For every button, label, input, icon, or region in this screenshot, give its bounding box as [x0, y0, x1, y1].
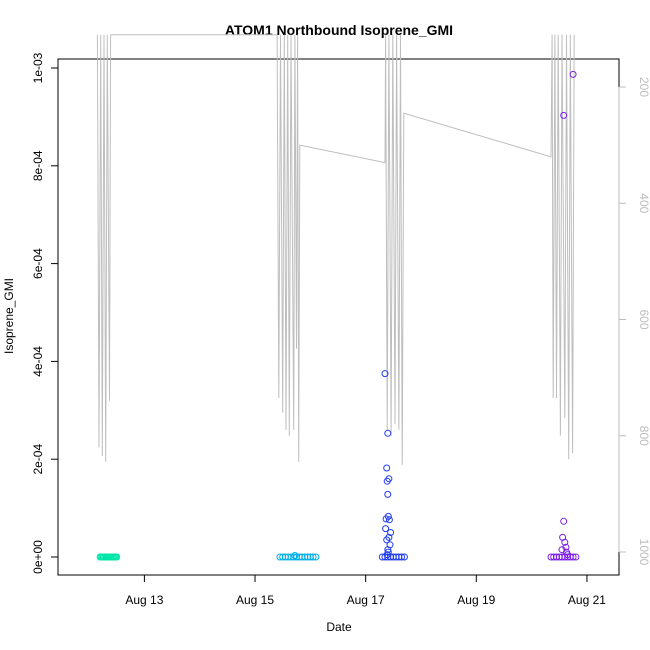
y-tick-label: 0e+00	[31, 540, 45, 574]
y-right-tick-label: 200	[637, 77, 650, 97]
x-tick-label: Aug 13	[125, 593, 163, 607]
chart-title: ATOM1 Northbound Isoprene_GMI	[225, 22, 453, 38]
y-right-tick-label: 400	[637, 193, 650, 213]
x-axis: Aug 13 Aug 15 Aug 17 Aug 19 Aug 21	[125, 574, 606, 607]
y-axis: 0e+00 2e-04 4e-04 6e-04 8e-04 1e-03	[31, 52, 58, 574]
data-point	[572, 553, 580, 561]
data-point	[383, 477, 391, 485]
series-line	[96, 34, 575, 465]
data-point	[561, 538, 569, 546]
y-tick-label: 4e-04	[31, 346, 45, 377]
data-point	[291, 552, 299, 559]
data-point	[309, 553, 317, 561]
data-point	[560, 111, 568, 119]
y-tick-label: 8e-04	[31, 150, 45, 181]
data-points	[96, 70, 580, 561]
data-point	[400, 553, 408, 561]
y-tick-label: 1e-03	[31, 52, 45, 83]
data-point	[381, 370, 389, 378]
data-point	[383, 464, 391, 472]
data-point	[569, 70, 577, 78]
right-axis-series-line	[96, 34, 575, 465]
data-point	[312, 553, 320, 561]
x-tick-label: Aug 21	[568, 593, 606, 607]
y-tick-label: 2e-04	[31, 444, 45, 475]
data-point	[382, 525, 390, 533]
data-point	[382, 515, 390, 523]
y-right-tick-label: 800	[637, 426, 650, 446]
data-point	[383, 536, 391, 544]
x-axis-label: Date	[326, 620, 352, 634]
plot-frame	[57, 58, 620, 576]
y-right-tick-label: 1000	[637, 539, 650, 566]
data-point	[569, 553, 577, 561]
x-tick-label: Aug 19	[457, 593, 495, 607]
data-point	[387, 529, 395, 536]
data-point	[113, 553, 121, 561]
y-axis-label: Isoprene_GMI	[2, 278, 16, 354]
data-point	[398, 553, 406, 561]
x-tick-label: Aug 15	[236, 593, 274, 607]
data-point	[385, 516, 393, 524]
data-point	[384, 429, 392, 437]
y-right-axis: 200 400 600 800 1000	[618, 77, 650, 566]
y-right-tick-label: 600	[637, 309, 650, 329]
x-tick-label: Aug 17	[347, 593, 385, 607]
data-point	[560, 517, 568, 525]
data-point	[384, 490, 392, 498]
y-tick-label: 6e-04	[31, 248, 45, 279]
